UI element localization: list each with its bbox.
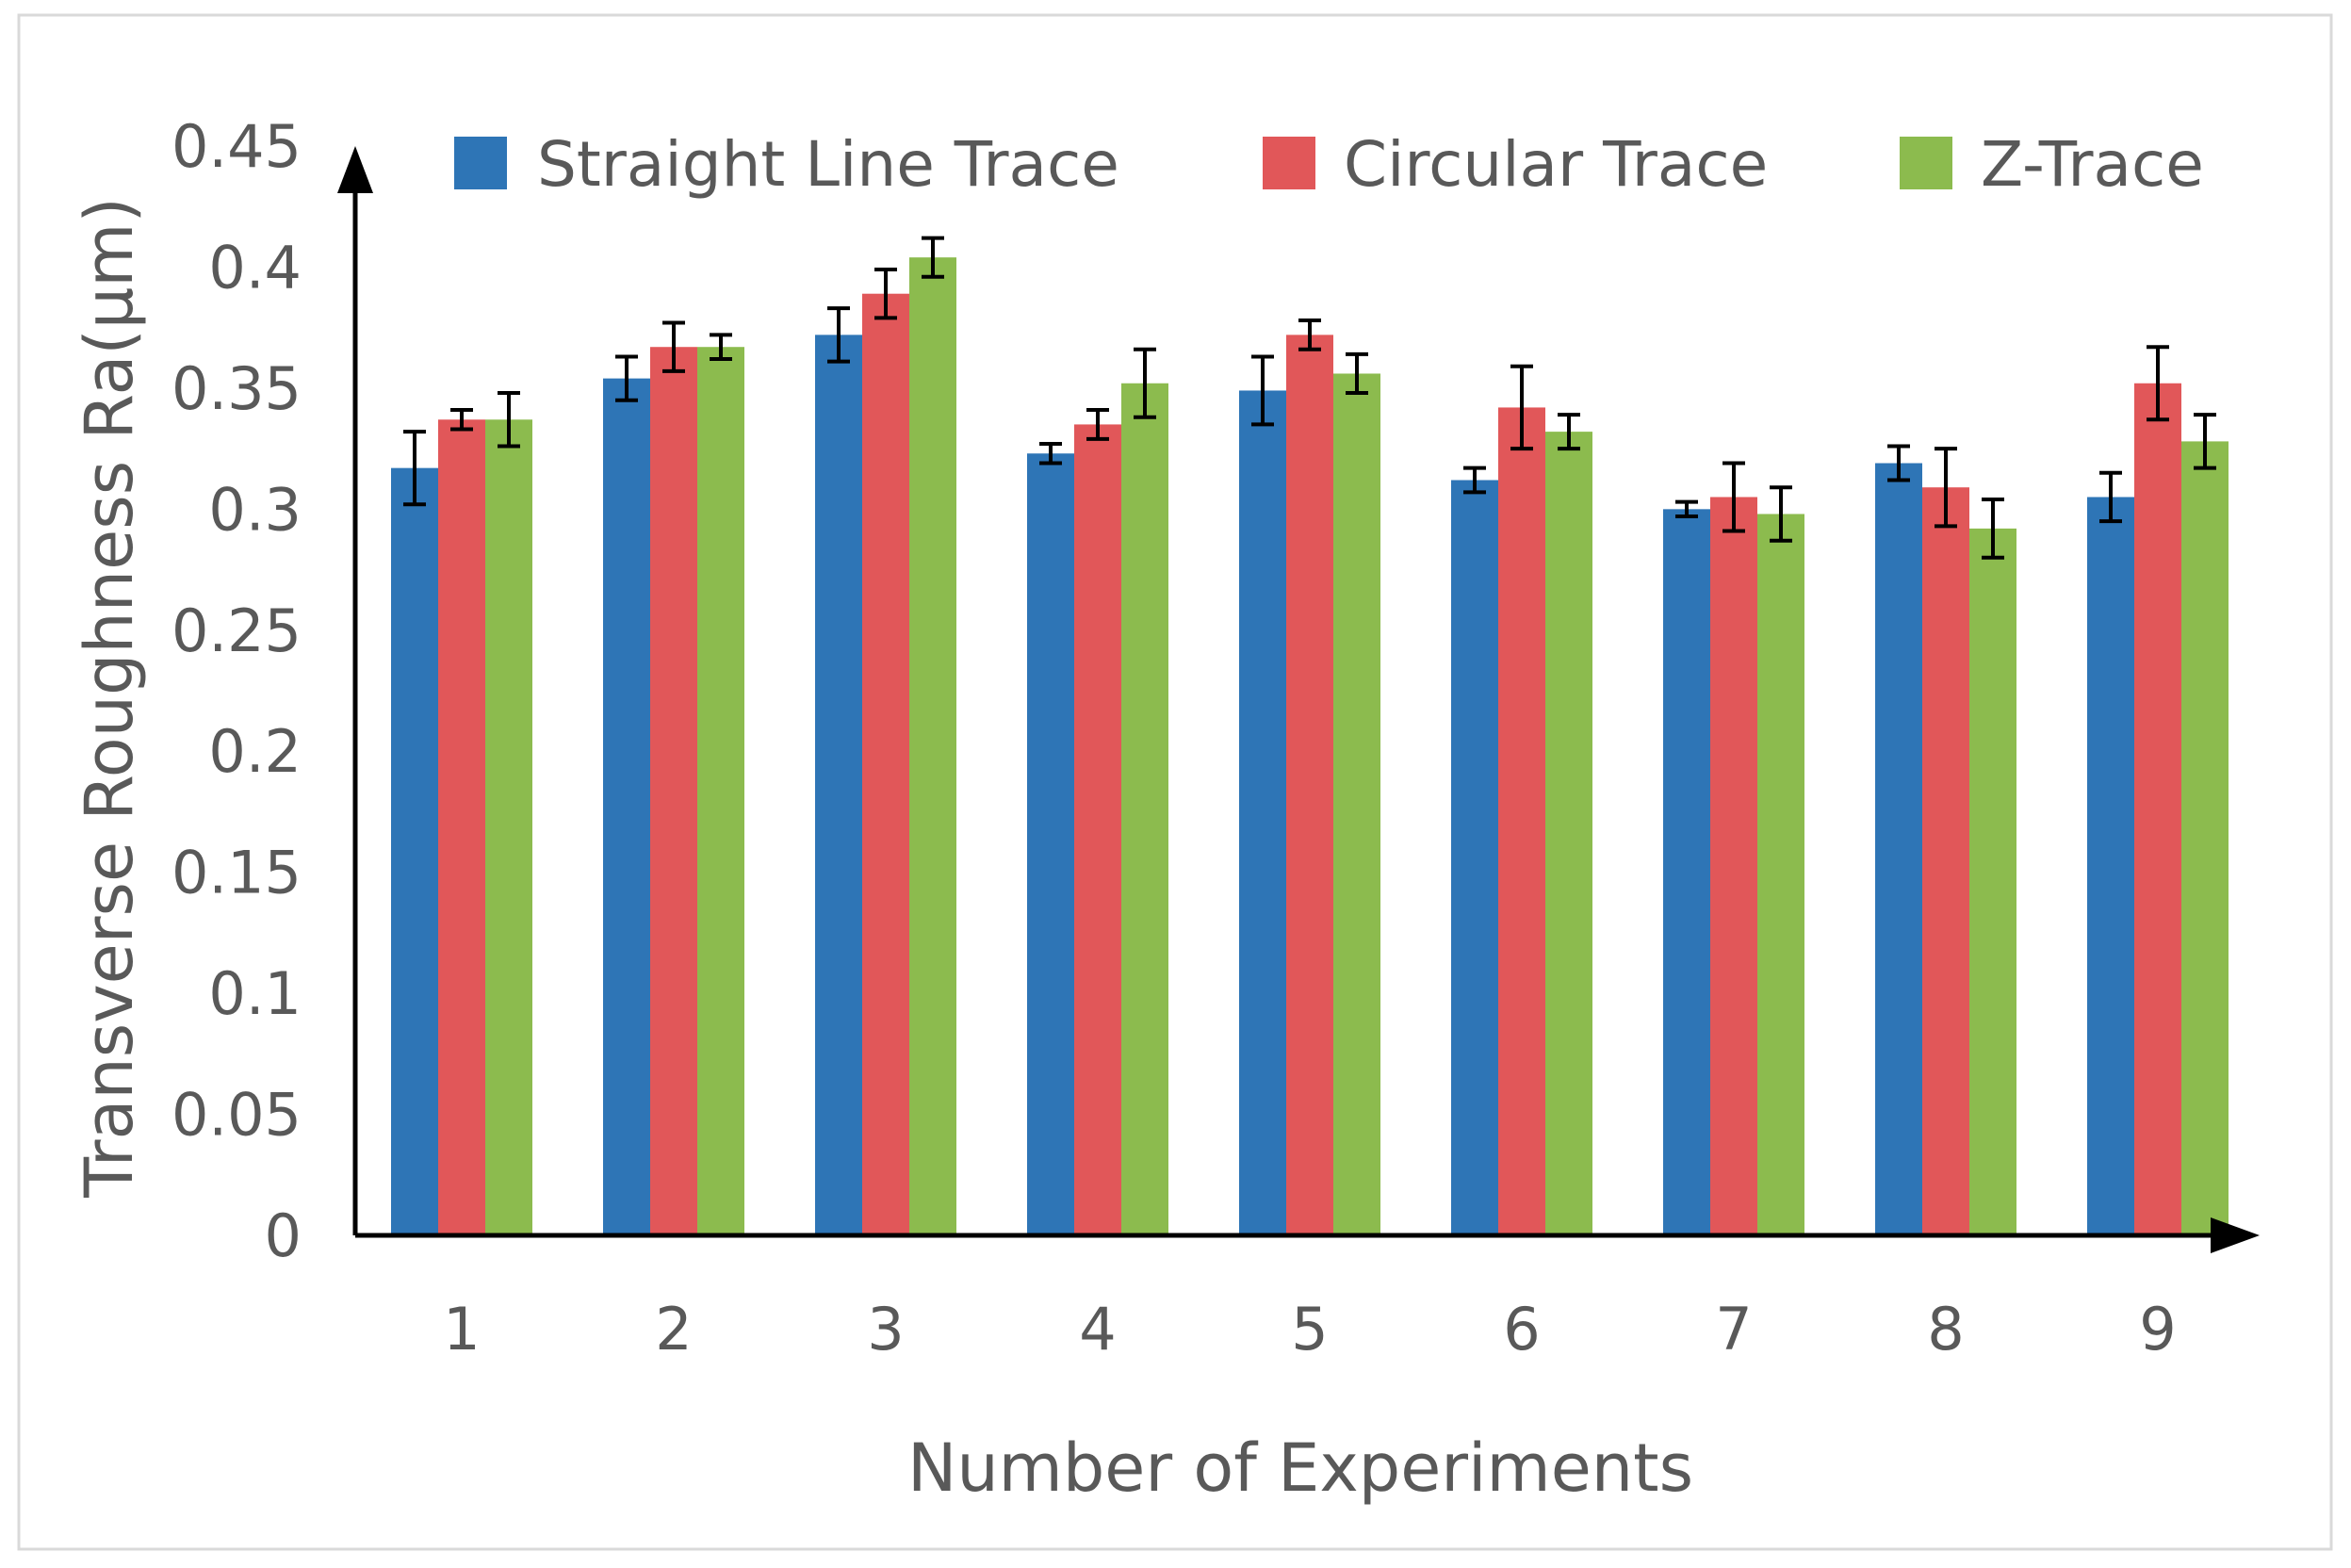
bar-straight-line-trace-exp-2 (603, 378, 650, 1235)
y-tick-label: 0.25 (171, 596, 302, 665)
bar-straight-line-trace-exp-5 (1239, 390, 1286, 1235)
bar-circular-trace-exp-3 (862, 293, 909, 1235)
error-bar-circular-trace-exp-1 (450, 408, 473, 432)
x-tick-label: 8 (1927, 1295, 1964, 1364)
legend-label-z-trace: Z-Trace (1981, 128, 2204, 201)
y-tick-label: 0.3 (208, 475, 302, 544)
legend: Straight Line Trace Circular Trace Z-Tra… (454, 128, 2204, 201)
bar-z-trace-exp-2 (697, 347, 744, 1235)
error-bar-z-trace-exp-2 (710, 333, 732, 362)
error-bar-z-trace-exp-8 (1982, 498, 2004, 560)
error-bar-circular-trace-exp-9 (2147, 345, 2169, 422)
bar-circular-trace-exp-1 (438, 419, 485, 1236)
y-tick-label: 0 (265, 1201, 302, 1270)
error-bar-circular-trace-exp-7 (1722, 461, 1745, 533)
bar-circular-trace-exp-7 (1710, 497, 1757, 1235)
error-bar-straight-line-trace-exp-3 (827, 306, 850, 364)
error-bar-straight-line-trace-exp-5 (1251, 354, 1274, 427)
y-axis-arrow (337, 146, 373, 193)
y-axis-title: Transverse Roughness Ra(μm) (71, 197, 148, 1198)
y-tick-label: 0.1 (208, 959, 302, 1028)
bar-z-trace-exp-4 (1121, 383, 1168, 1235)
error-bar-circular-trace-exp-3 (874, 268, 897, 320)
error-bar-circular-trace-exp-5 (1298, 318, 1321, 351)
error-bar-circular-trace-exp-2 (662, 320, 685, 373)
error-bar-circular-trace-exp-8 (1935, 447, 1957, 529)
error-bar-straight-line-trace-exp-9 (2099, 470, 2122, 524)
error-bar-z-trace-exp-9 (2194, 413, 2216, 470)
error-bar-straight-line-trace-exp-8 (1887, 444, 1910, 482)
error-bars (403, 236, 2216, 560)
bar-z-trace-exp-1 (485, 419, 532, 1236)
bar-circular-trace-exp-2 (650, 347, 697, 1235)
error-bar-z-trace-exp-5 (1346, 351, 1368, 396)
x-axis-title: Number of Experiments (907, 1429, 1693, 1507)
legend-swatch-straight-line-trace (454, 137, 507, 189)
bar-straight-line-trace-exp-7 (1663, 509, 1710, 1235)
x-tick-labels: 1 2 3 4 5 6 7 8 9 (443, 1295, 2176, 1364)
error-bar-z-trace-exp-3 (922, 236, 944, 279)
bars (391, 257, 2229, 1236)
legend-label-straight-line-trace: Straight Line Trace (537, 128, 1119, 201)
error-bar-straight-line-trace-exp-1 (403, 430, 426, 507)
bar-straight-line-trace-exp-6 (1451, 480, 1498, 1235)
bar-circular-trace-exp-5 (1286, 335, 1333, 1236)
bar-z-trace-exp-5 (1333, 373, 1380, 1235)
bar-circular-trace-exp-6 (1498, 407, 1545, 1235)
legend-label-circular-trace: Circular Trace (1344, 128, 1768, 201)
x-tick-label: 7 (1715, 1295, 1752, 1364)
x-axis-arrow (2211, 1217, 2260, 1253)
legend-swatch-circular-trace (1263, 137, 1315, 189)
y-tick-label: 0.35 (171, 354, 302, 423)
error-bar-z-trace-exp-1 (498, 391, 520, 449)
bar-circular-trace-exp-8 (1922, 487, 1969, 1235)
x-tick-label: 1 (443, 1295, 480, 1364)
bar-straight-line-trace-exp-3 (815, 335, 862, 1236)
x-tick-label: 5 (1291, 1295, 1328, 1364)
y-tick-label: 0.2 (208, 717, 302, 786)
error-bar-z-trace-exp-7 (1770, 485, 1792, 543)
legend-swatch-z-trace (1900, 137, 1952, 189)
bar-straight-line-trace-exp-9 (2087, 497, 2134, 1235)
error-bar-z-trace-exp-4 (1134, 347, 1156, 419)
bar-z-trace-exp-6 (1545, 432, 1592, 1235)
error-bar-circular-trace-exp-6 (1510, 364, 1533, 451)
error-bar-straight-line-trace-exp-4 (1039, 441, 1062, 466)
x-tick-label: 6 (1503, 1295, 1540, 1364)
bar-z-trace-exp-7 (1757, 514, 1804, 1235)
bar-straight-line-trace-exp-4 (1027, 453, 1074, 1235)
error-bar-z-trace-exp-6 (1558, 413, 1580, 451)
bar-circular-trace-exp-4 (1074, 424, 1121, 1235)
y-tick-labels: 0 0.05 0.1 0.15 0.2 0.25 0.3 0.35 0.4 0.45 (171, 112, 302, 1270)
x-tick-label: 9 (2139, 1295, 2176, 1364)
bar-z-trace-exp-8 (1969, 528, 2016, 1235)
error-bar-straight-line-trace-exp-6 (1463, 466, 1486, 495)
bar-z-trace-exp-3 (909, 257, 956, 1235)
bar-straight-line-trace-exp-8 (1875, 463, 1922, 1236)
y-tick-label: 0.15 (171, 839, 302, 907)
x-tick-label: 2 (655, 1295, 692, 1364)
y-tick-label: 0.45 (171, 112, 302, 181)
axes (337, 146, 2260, 1253)
error-bar-straight-line-trace-exp-2 (615, 354, 638, 402)
y-tick-label: 0.4 (208, 233, 302, 302)
y-tick-label: 0.05 (171, 1081, 302, 1150)
x-tick-label: 3 (867, 1295, 904, 1364)
bar-z-trace-exp-9 (2181, 441, 2229, 1236)
error-bar-circular-trace-exp-4 (1086, 408, 1109, 441)
error-bar-straight-line-trace-exp-7 (1675, 499, 1698, 519)
bar-straight-line-trace-exp-1 (391, 467, 438, 1235)
x-tick-label: 4 (1079, 1295, 1116, 1364)
bar-circular-trace-exp-9 (2134, 383, 2181, 1235)
